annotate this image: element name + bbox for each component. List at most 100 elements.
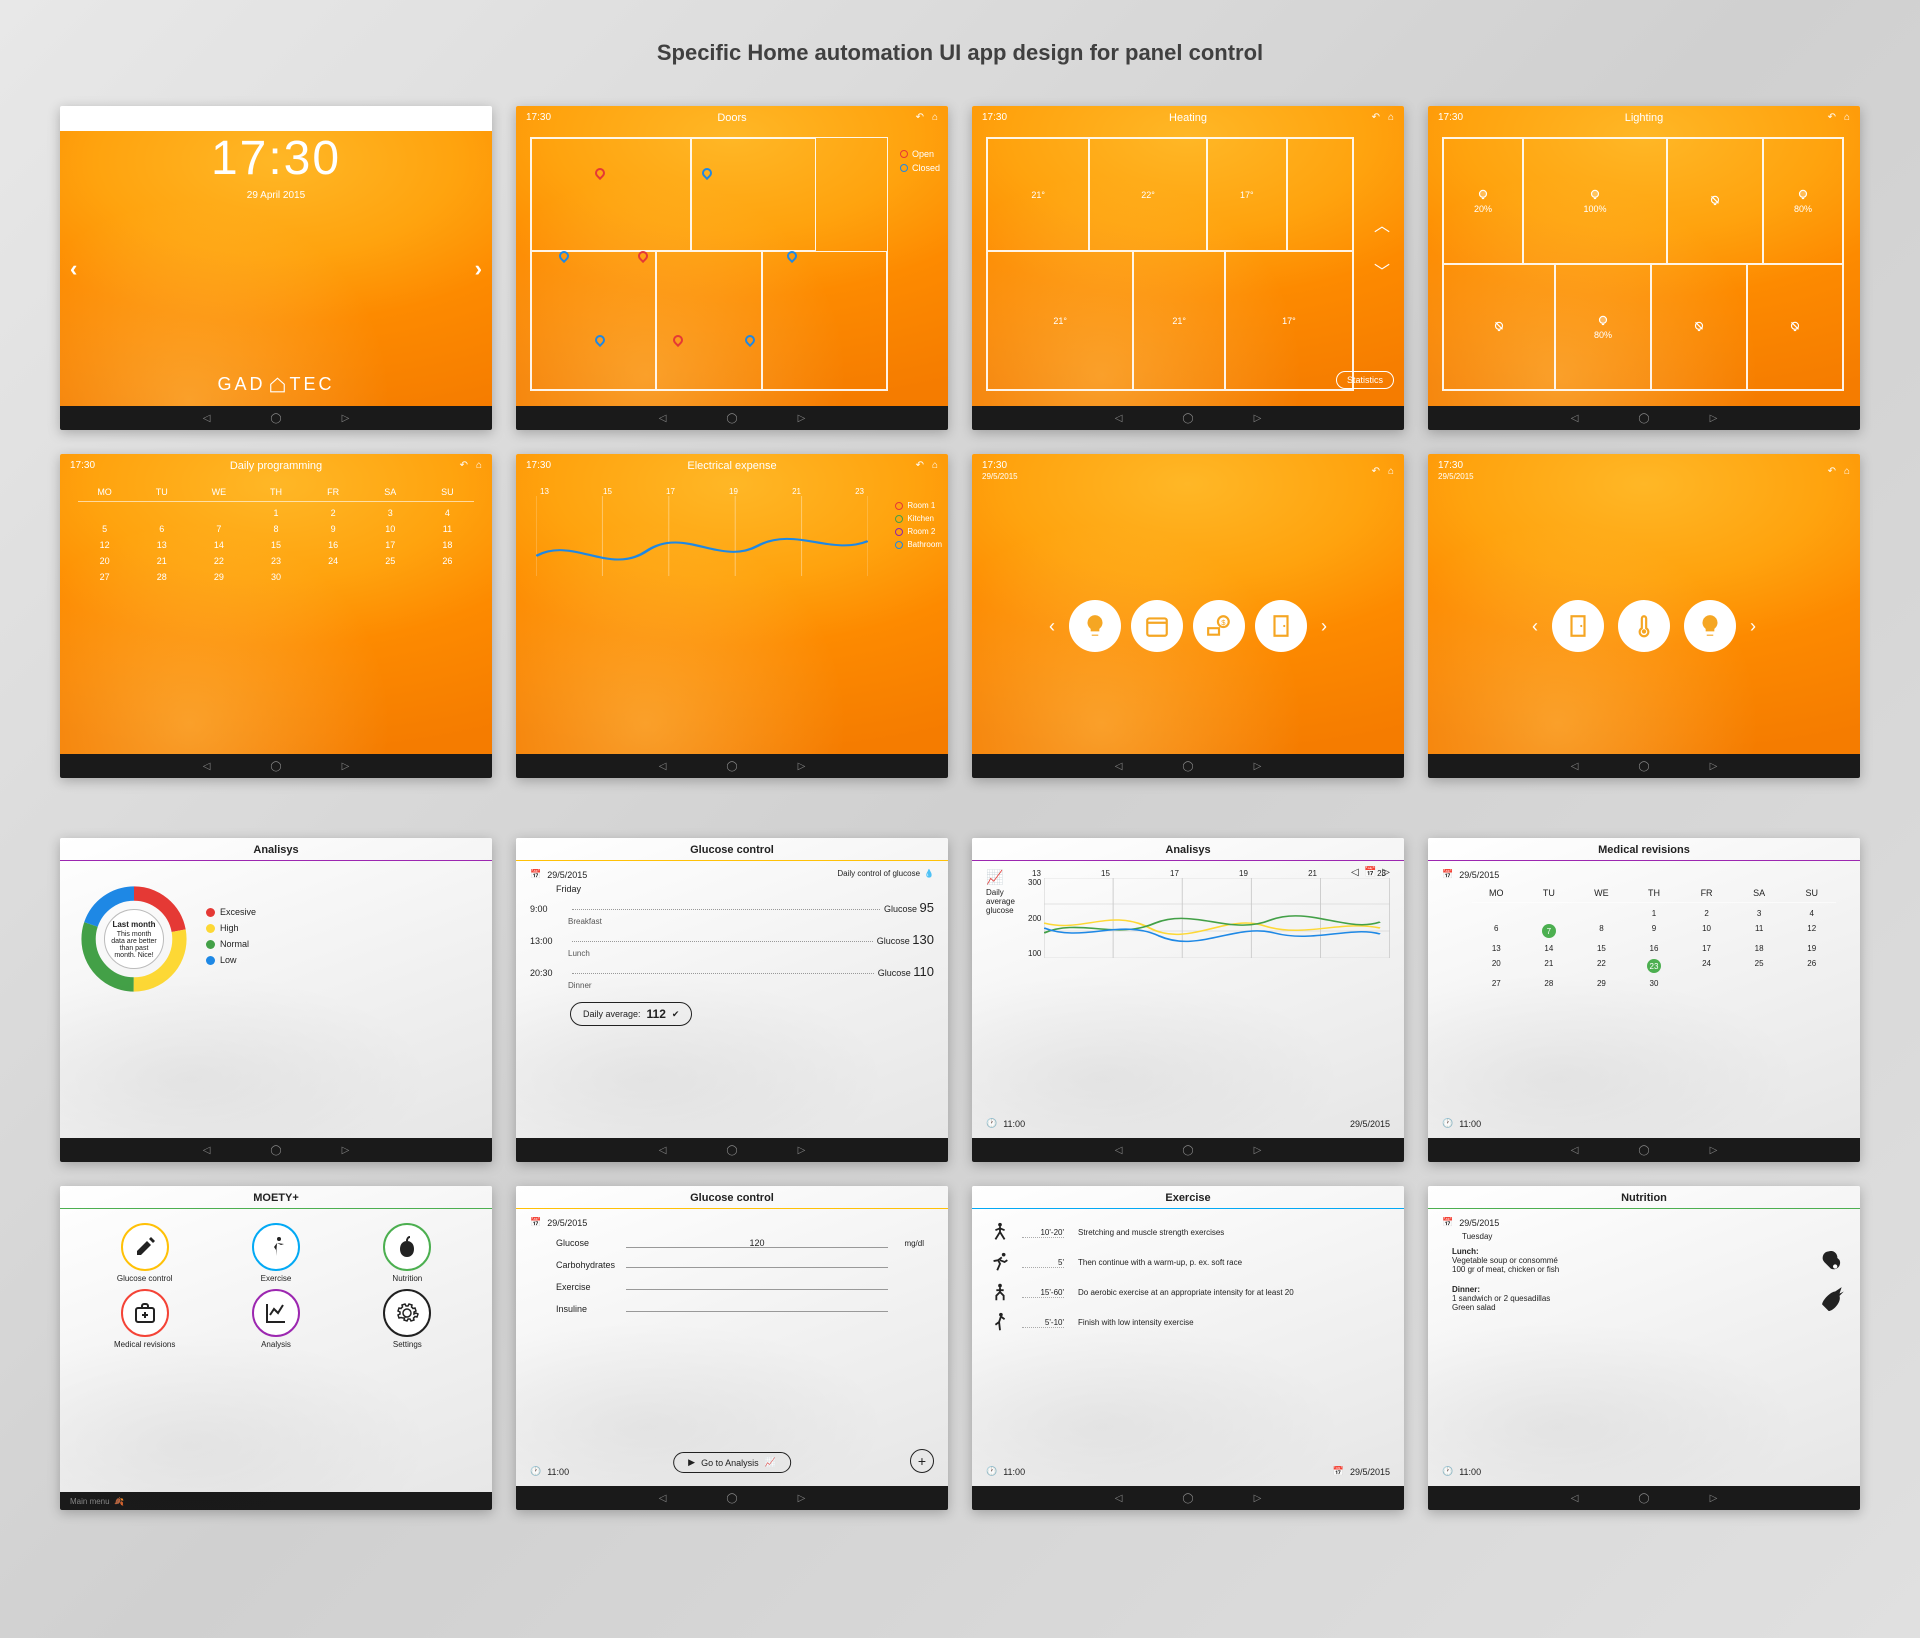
- field-Glucose[interactable]: Glucose120mg/dl: [556, 1238, 924, 1248]
- calendar-day[interactable]: 26: [1787, 959, 1836, 973]
- moety-apple[interactable]: Nutrition: [347, 1223, 468, 1283]
- calendar-day[interactable]: 1: [249, 508, 302, 518]
- back-icon[interactable]: ↶: [460, 460, 468, 471]
- calendar-day[interactable]: 8: [249, 524, 302, 534]
- calendar-day[interactable]: 22: [192, 556, 245, 566]
- heating-room[interactable]: [1287, 138, 1353, 251]
- calendar-day[interactable]: 3: [1735, 909, 1784, 918]
- temp-up[interactable]: ︿: [1374, 212, 1390, 236]
- heating-room[interactable]: 22°: [1089, 138, 1206, 251]
- lighting-room[interactable]: 20%: [1443, 138, 1523, 264]
- calendar-day[interactable]: 20: [1472, 959, 1521, 973]
- calendar-day[interactable]: 16: [307, 540, 360, 550]
- lighting-room[interactable]: [1443, 264, 1555, 390]
- calendar[interactable]: MOTUWETHFRSASU12345678910111213141516171…: [60, 477, 492, 598]
- calendar-day[interactable]: 23: [1630, 959, 1679, 973]
- heating-room[interactable]: 17°: [1207, 138, 1288, 251]
- calendar-day[interactable]: 14: [192, 540, 245, 550]
- calendar-day[interactable]: 14: [1525, 944, 1574, 953]
- calendar-day[interactable]: 23: [249, 556, 302, 566]
- back-icon[interactable]: ↶: [1372, 112, 1380, 123]
- calendar-day[interactable]: [1525, 909, 1574, 918]
- calendar-day[interactable]: 19: [1787, 944, 1836, 953]
- calendar-day[interactable]: 11: [1735, 924, 1784, 938]
- back-icon[interactable]: ↶: [1372, 466, 1380, 477]
- statistics-button[interactable]: Statistics: [1336, 371, 1394, 389]
- calendar-day[interactable]: [135, 508, 188, 518]
- chart-nav[interactable]: ◁ 📅 ▷: [1351, 867, 1390, 878]
- calendar-day[interactable]: 28: [1525, 979, 1574, 988]
- calendar-day[interactable]: [307, 572, 360, 582]
- calendar-icon[interactable]: 📅: [1333, 1466, 1344, 1477]
- prev-arrow[interactable]: ‹: [1045, 616, 1059, 637]
- calendar-day[interactable]: 1: [1630, 909, 1679, 918]
- calendar-day[interactable]: 22: [1577, 959, 1626, 973]
- calendar-day[interactable]: 21: [1525, 959, 1574, 973]
- back-icon[interactable]: ↶: [1828, 466, 1836, 477]
- home-icon[interactable]: ⌂: [1844, 466, 1850, 477]
- calendar-day[interactable]: 18: [1735, 944, 1784, 953]
- lighting-room[interactable]: [1747, 264, 1843, 390]
- go-to-analysis-button[interactable]: ▶ Go to Analysis 📈: [673, 1452, 791, 1473]
- calendar-day[interactable]: 25: [364, 556, 417, 566]
- heating-room[interactable]: 21°: [987, 251, 1133, 390]
- calendar-day[interactable]: 6: [1472, 924, 1521, 938]
- calendar-day[interactable]: 20: [78, 556, 131, 566]
- calendar-day[interactable]: 17: [1682, 944, 1731, 953]
- home-icon[interactable]: ⌂: [1388, 112, 1394, 123]
- calendar-day[interactable]: 12: [1787, 924, 1836, 938]
- calendar-day[interactable]: 18: [421, 540, 474, 550]
- lighting-room[interactable]: [1651, 264, 1747, 390]
- moety-dropper[interactable]: Glucose control: [84, 1223, 205, 1283]
- next-arrow[interactable]: ›: [1746, 616, 1760, 637]
- home-icon[interactable]: ⌂: [476, 460, 482, 471]
- calendar-day[interactable]: 28: [135, 572, 188, 582]
- calendar-day[interactable]: 2: [307, 508, 360, 518]
- prev-arrow[interactable]: ‹: [70, 256, 77, 282]
- lighting-room[interactable]: 80%: [1555, 264, 1651, 390]
- calendar-day[interactable]: 27: [1472, 979, 1521, 988]
- prev-arrow[interactable]: ‹: [1528, 616, 1542, 637]
- bulb-button[interactable]: [1069, 600, 1121, 652]
- calendar-icon[interactable]: 📅: [530, 869, 541, 880]
- calendar-day[interactable]: [421, 572, 474, 582]
- calendar-day[interactable]: 29: [1577, 979, 1626, 988]
- calendar-day[interactable]: 7: [1525, 924, 1574, 938]
- calendar-day[interactable]: 24: [307, 556, 360, 566]
- door-button[interactable]: [1552, 600, 1604, 652]
- calendar-icon[interactable]: 📅: [1442, 1217, 1453, 1228]
- calendar-day[interactable]: [78, 508, 131, 518]
- calendar-day[interactable]: [1472, 909, 1521, 918]
- calendar-day[interactable]: 26: [421, 556, 474, 566]
- calendar-day[interactable]: 25: [1735, 959, 1784, 973]
- calendar-day[interactable]: 16: [1630, 944, 1679, 953]
- calendar-day[interactable]: 10: [364, 524, 417, 534]
- calendar-day[interactable]: [1577, 909, 1626, 918]
- calendar-day[interactable]: 13: [135, 540, 188, 550]
- money-button[interactable]: $: [1193, 600, 1245, 652]
- calendar-day[interactable]: 15: [1577, 944, 1626, 953]
- calendar-day[interactable]: 6: [135, 524, 188, 534]
- calendar-day[interactable]: 5: [78, 524, 131, 534]
- calendar-day[interactable]: 12: [78, 540, 131, 550]
- lighting-room[interactable]: [1667, 138, 1763, 264]
- lighting-room[interactable]: 80%: [1763, 138, 1843, 264]
- calendar-day[interactable]: 4: [1787, 909, 1836, 918]
- back-icon[interactable]: ↶: [916, 460, 924, 471]
- next-arrow[interactable]: ›: [475, 256, 482, 282]
- calendar-day[interactable]: 13: [1472, 944, 1521, 953]
- field-Carbohydrates[interactable]: Carbohydrates: [556, 1258, 924, 1270]
- home-icon[interactable]: ⌂: [1844, 112, 1850, 123]
- calendar-day[interactable]: 3: [364, 508, 417, 518]
- calendar-button[interactable]: [1131, 600, 1183, 652]
- heating-room[interactable]: 21°: [1133, 251, 1225, 390]
- calendar-icon[interactable]: 📅: [530, 1217, 541, 1228]
- home-icon[interactable]: ⌂: [932, 460, 938, 471]
- calendar-day[interactable]: [1735, 979, 1784, 988]
- back-icon[interactable]: ↶: [1828, 112, 1836, 123]
- calendar-day[interactable]: [364, 572, 417, 582]
- home-icon[interactable]: ⌂: [1388, 466, 1394, 477]
- home-icon[interactable]: ⌂: [932, 112, 938, 123]
- field-Insuline[interactable]: Insuline: [556, 1302, 924, 1314]
- calendar-day[interactable]: [192, 508, 245, 518]
